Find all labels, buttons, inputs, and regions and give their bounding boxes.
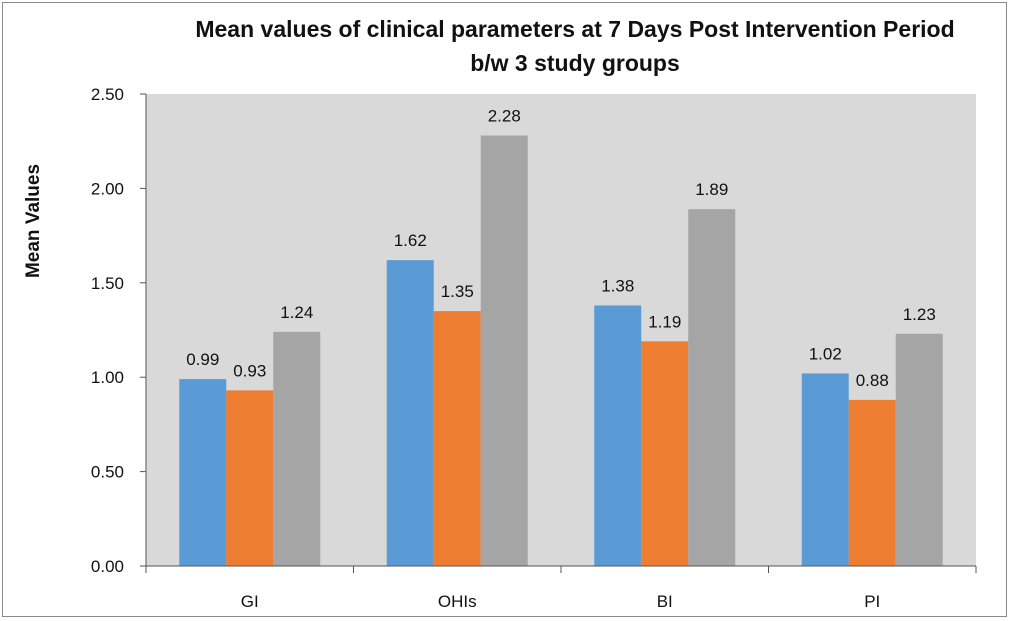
bar: [179, 379, 227, 566]
y-axis-label: Mean Values: [23, 164, 44, 278]
bar: [273, 331, 321, 566]
bar: [641, 341, 689, 566]
data-label: 0.99: [186, 350, 219, 369]
data-label: 1.23: [903, 305, 936, 324]
bar: [801, 373, 849, 566]
y-tick-label: 1.50: [91, 274, 124, 293]
data-label: 2.28: [488, 107, 521, 126]
x-axis: GI OHIs BI PI: [145, 565, 977, 611]
bar: [226, 390, 274, 566]
bar: [386, 260, 434, 566]
y-tick-label: 0.00: [91, 557, 124, 576]
bar-series: 0.99 0.93 1.24 1.62 1.35 2.28 1.38 1.19 1.89 1.02…: [179, 107, 943, 566]
y-tick-label: 1.00: [91, 368, 124, 387]
data-label: 1.62: [394, 231, 427, 250]
data-label: 0.88: [856, 371, 889, 390]
bar: [848, 399, 896, 566]
bar: [895, 333, 943, 566]
y-axis-ticks: 0.00 0.50 1.00 1.50 2.00 2.50: [91, 85, 147, 576]
chart-title-line-2: b/w 3 study groups: [470, 50, 680, 76]
chart-title-line-1: Mean values of clinical parameters at 7 …: [195, 16, 955, 42]
y-tick-label: 2.50: [91, 85, 124, 104]
y-tick-label: 0.50: [91, 463, 124, 482]
y-tick-label: 2.00: [91, 179, 124, 198]
bar: [480, 135, 528, 566]
x-tick-label: BI: [657, 592, 673, 611]
bar: [688, 209, 736, 566]
data-label: 1.38: [601, 276, 634, 295]
data-label: 1.89: [695, 180, 728, 199]
data-label: 1.24: [280, 303, 313, 322]
x-tick-label: OHIs: [438, 592, 477, 611]
data-label: 1.19: [648, 312, 681, 331]
bar: [594, 305, 642, 566]
data-label: 0.93: [233, 361, 266, 380]
x-tick-label: PI: [864, 592, 880, 611]
data-label: 1.02: [809, 344, 842, 363]
x-tick-label: GI: [241, 592, 259, 611]
data-label: 1.35: [441, 282, 474, 301]
bar: [433, 311, 481, 566]
chart-title: Mean values of clinical parameters at 7 …: [140, 12, 1010, 80]
